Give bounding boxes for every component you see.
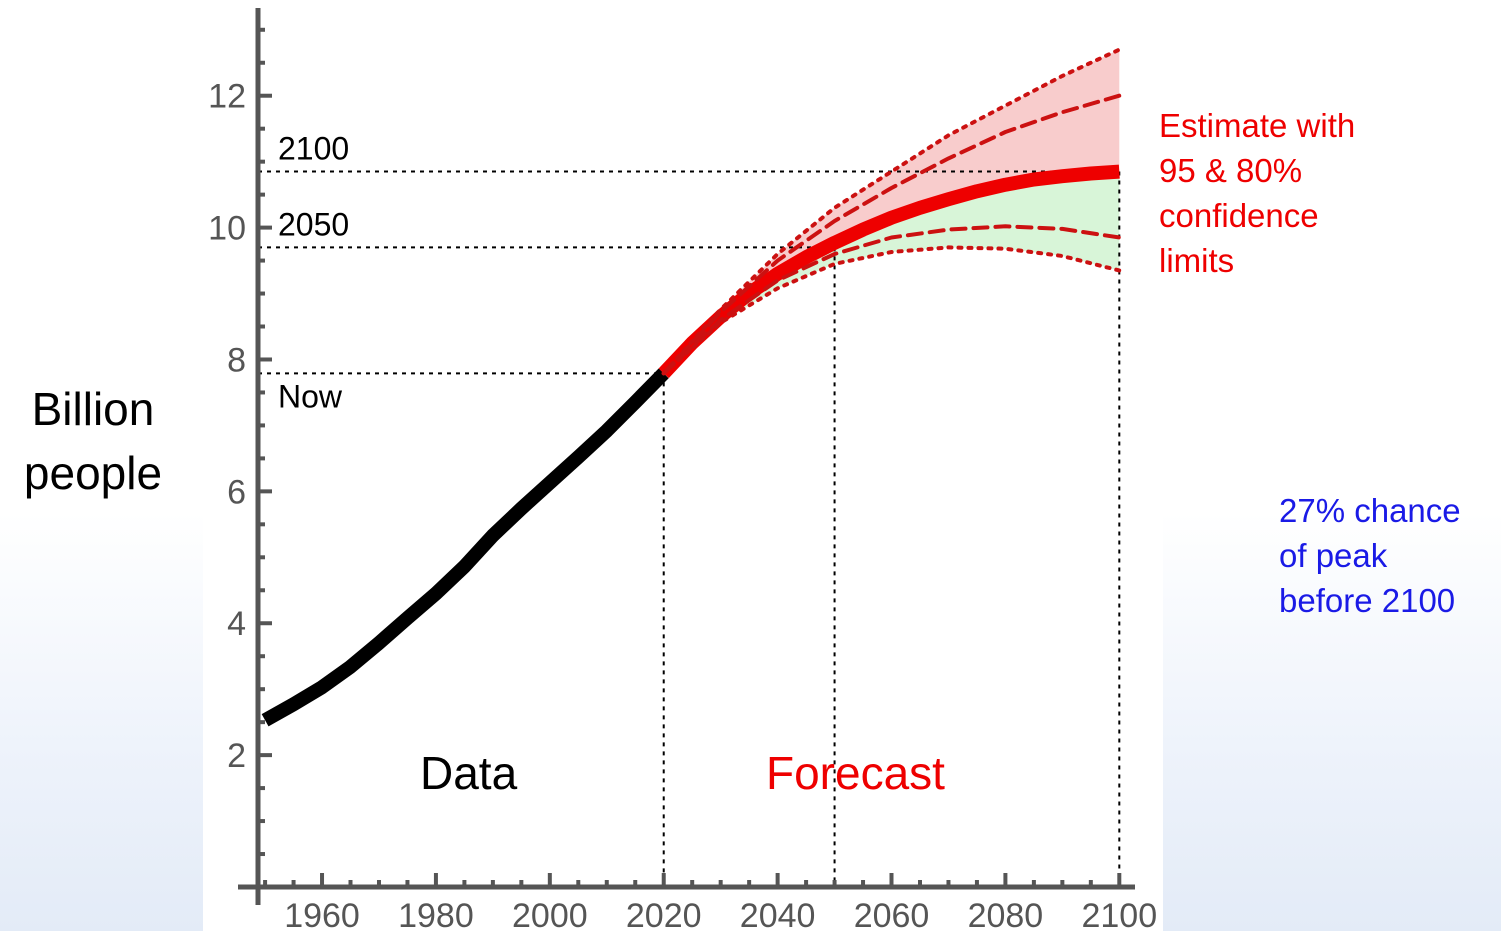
lower-confidence-band bbox=[663, 171, 1120, 374]
y-tick-label: 10 bbox=[208, 210, 246, 248]
series-data bbox=[261, 368, 669, 727]
y-tick-label: 12 bbox=[208, 78, 246, 116]
series-median-forecast bbox=[658, 164, 1120, 379]
data-region-label: Data bbox=[420, 747, 518, 799]
x-tick-label: 1960 bbox=[284, 897, 360, 931]
confidence-limits-annotation: Estimate with 95 & 80% confidence limits bbox=[1159, 107, 1356, 279]
series-upper-80- bbox=[661, 93, 1122, 376]
reference-lines: 2100 2050 Now bbox=[258, 131, 1121, 887]
y-axis-title-line2: people bbox=[23, 447, 163, 499]
forecast-region-label: Forecast bbox=[766, 747, 945, 799]
y-tick-label: 4 bbox=[227, 605, 246, 643]
x-tick-label: 2060 bbox=[854, 897, 930, 931]
tick-labels: 1960 1980 2000 2020 2040 2060 2080 2100 2 4 6 8 10 12 bbox=[208, 78, 1157, 931]
series-lower-80- bbox=[661, 224, 1122, 376]
series-upper-95- bbox=[661, 47, 1122, 376]
x-tick-label: 2000 bbox=[512, 897, 588, 931]
reference-label-2100: 2100 bbox=[278, 131, 349, 167]
axes bbox=[238, 8, 1135, 905]
x-tick-label: 2040 bbox=[740, 897, 816, 931]
x-tick-label: 2020 bbox=[626, 897, 702, 931]
x-tick-label: 2100 bbox=[1081, 897, 1157, 931]
x-tick-label: 1980 bbox=[398, 897, 474, 931]
series-lower-95- bbox=[661, 245, 1122, 376]
reference-label-now: Now bbox=[278, 378, 343, 414]
y-tick-label: 6 bbox=[227, 473, 246, 511]
y-axis-title-line1: Billion bbox=[31, 383, 155, 435]
series-lines bbox=[261, 47, 1122, 727]
y-tick-label: 8 bbox=[227, 341, 246, 379]
reference-label-2050: 2050 bbox=[278, 206, 349, 242]
peak-chance-annotation: 27% chance of peak before 2100 bbox=[1279, 492, 1461, 619]
y-tick-label: 2 bbox=[227, 737, 246, 775]
x-tick-label: 2080 bbox=[968, 897, 1044, 931]
